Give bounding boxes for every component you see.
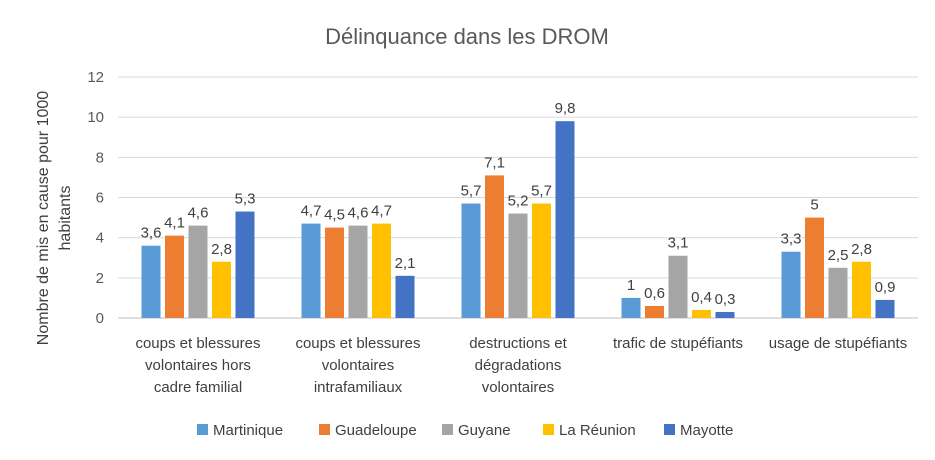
data-label: 4,1 bbox=[164, 215, 185, 232]
data-label: 5 bbox=[810, 197, 818, 214]
legend-label: Guadeloupe bbox=[335, 422, 417, 439]
bar bbox=[875, 299, 895, 318]
bar bbox=[325, 227, 344, 318]
legend-label: La Réunion bbox=[559, 422, 636, 439]
bar bbox=[348, 225, 368, 318]
bar bbox=[188, 225, 208, 318]
data-label: 2,1 bbox=[395, 255, 416, 272]
x-category-label-line: coups et blessures bbox=[135, 335, 260, 352]
legend-swatch bbox=[319, 424, 330, 435]
bar bbox=[692, 309, 711, 318]
x-category-label-line: cadre familial bbox=[154, 379, 242, 396]
data-label: 9,8 bbox=[555, 100, 576, 117]
bar bbox=[485, 175, 504, 318]
x-axis-categories: coups et blessures volontaires hors cadre … bbox=[135, 335, 907, 396]
x-category-label-line: volontaires hors bbox=[145, 357, 251, 374]
y-tick-label: 10 bbox=[87, 109, 104, 126]
bar bbox=[621, 297, 641, 318]
legend-label: Guyane bbox=[458, 422, 511, 439]
x-category-label: coups et blessures volontaires intrafamili… bbox=[295, 335, 420, 396]
y-tick-label: 2 bbox=[96, 270, 104, 287]
legend-item: Martinique bbox=[197, 422, 283, 439]
data-label: 0,6 bbox=[644, 285, 665, 302]
data-label: 5,7 bbox=[531, 183, 552, 200]
data-label: 4,6 bbox=[348, 205, 369, 222]
x-category-label-line: coups et blessures bbox=[295, 335, 420, 352]
data-label: 0,4 bbox=[691, 289, 712, 306]
x-category-label: trafic de stupéfiants bbox=[613, 335, 743, 352]
data-label: 0,9 bbox=[875, 279, 896, 296]
y-tick-label: 6 bbox=[96, 190, 104, 207]
legend-label: Martinique bbox=[213, 422, 283, 439]
bar bbox=[141, 245, 161, 318]
y-tick-label: 12 bbox=[87, 69, 104, 86]
bar bbox=[668, 255, 688, 318]
data-label: 5,7 bbox=[461, 183, 482, 200]
x-category-label-line: volontaires bbox=[322, 357, 395, 374]
bar bbox=[805, 217, 824, 318]
y-axis-title: Nombre de mis en cause pour 1000 habitan… bbox=[35, 91, 74, 345]
x-category-label: usage de stupéfiants bbox=[769, 335, 907, 352]
x-category-label-line: destructions et bbox=[469, 335, 567, 352]
bar bbox=[828, 267, 848, 318]
bar bbox=[715, 311, 735, 318]
bar bbox=[532, 203, 551, 318]
y-tick-label: 8 bbox=[96, 149, 104, 166]
data-label: 0,3 bbox=[715, 291, 736, 308]
bar bbox=[461, 203, 481, 318]
data-label: 4,7 bbox=[301, 203, 322, 220]
x-category-label-line: usage de stupéfiants bbox=[769, 335, 907, 352]
data-label: 3,1 bbox=[668, 235, 689, 252]
bar bbox=[212, 261, 231, 318]
y-axis-title-line-1: Nombre de mis en cause pour 1000 bbox=[35, 91, 52, 345]
bar bbox=[852, 261, 871, 318]
bar bbox=[235, 211, 255, 318]
legend-swatch bbox=[543, 424, 554, 435]
legend-item: Mayotte bbox=[664, 422, 733, 439]
legend-swatch bbox=[442, 424, 453, 435]
data-label: 2,5 bbox=[828, 247, 849, 264]
x-category-label-line: dégradations bbox=[475, 357, 562, 374]
bar bbox=[165, 235, 184, 318]
data-label: 4,5 bbox=[324, 207, 345, 224]
bar bbox=[372, 223, 391, 318]
y-tick-label: 0 bbox=[96, 310, 104, 327]
data-label: 2,8 bbox=[851, 241, 872, 258]
legend-swatch bbox=[197, 424, 208, 435]
bar bbox=[301, 223, 321, 318]
bar bbox=[508, 213, 528, 318]
legend-swatch bbox=[664, 424, 675, 435]
data-label: 3,6 bbox=[141, 225, 162, 242]
y-tick-label: 4 bbox=[96, 230, 104, 247]
bars bbox=[141, 121, 895, 318]
y-axis-ticks: 0 2 4 6 8 10 12 bbox=[87, 69, 104, 327]
data-label: 1 bbox=[627, 277, 635, 294]
data-label: 3,3 bbox=[781, 231, 802, 248]
x-category-label-line: volontaires bbox=[482, 379, 555, 396]
legend-label: Mayotte bbox=[680, 422, 733, 439]
x-category-label-line: trafic de stupéfiants bbox=[613, 335, 743, 352]
data-label: 4,6 bbox=[188, 205, 209, 222]
legend-item: Guyane bbox=[442, 422, 511, 439]
data-label: 4,7 bbox=[371, 203, 392, 220]
chart-title: Délinquance dans les DROM bbox=[325, 24, 609, 49]
x-category-label: destructions et dégradations volontaires bbox=[469, 335, 567, 396]
data-labels: 3,64,14,62,85,34,7 4,5 4,6 4,72,15,77,15,25… bbox=[141, 100, 896, 308]
data-label: 5,2 bbox=[508, 193, 529, 210]
x-category-label-line: intrafamiliaux bbox=[314, 379, 403, 396]
bar bbox=[781, 251, 801, 318]
data-label: 7,1 bbox=[484, 154, 505, 171]
data-label: 2,8 bbox=[211, 241, 232, 258]
bar bbox=[645, 305, 664, 318]
bar bbox=[395, 275, 415, 318]
legend-item: La Réunion bbox=[543, 422, 636, 439]
y-axis-title-line-2: habitants bbox=[57, 186, 74, 251]
data-label: 5,3 bbox=[235, 191, 256, 208]
legend: Martinique Guadeloupe Guyane La Réunion Mayo… bbox=[197, 422, 733, 439]
x-category-label: coups et blessures volontaires hors cadre … bbox=[135, 335, 260, 396]
legend-item: Guadeloupe bbox=[319, 422, 417, 439]
bar bbox=[555, 121, 575, 318]
